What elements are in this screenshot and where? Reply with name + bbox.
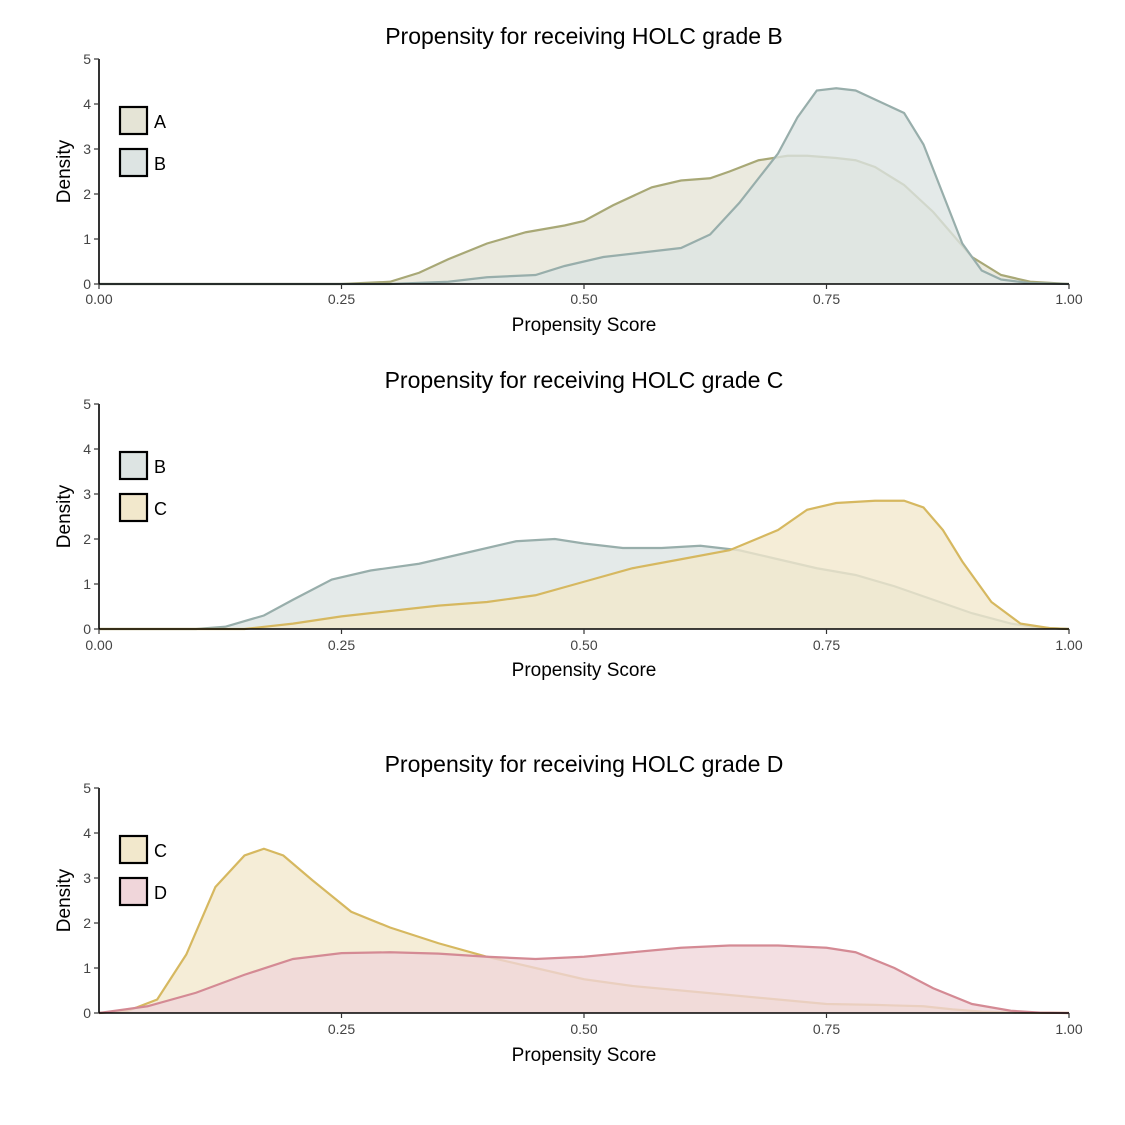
x-tick-label: 0.75 [813,637,840,653]
y-axis-label: Density [54,484,75,548]
y-tick-label: 5 [83,51,91,67]
y-tick-label: 0 [83,621,91,637]
x-tick-label: 1.00 [1055,291,1082,307]
density-line-b [99,87,1070,286]
legend-label-c: C [154,841,167,861]
y-tick-label: 4 [83,825,91,841]
y-tick-label: 4 [83,441,91,457]
legend-swatch-c [118,492,149,523]
legend-swatch-b [118,450,149,481]
x-tick-label: 0.75 [813,291,840,307]
y-tick-label: 3 [83,486,91,502]
x-tick-label: 1.00 [1055,637,1082,653]
x-tick-label: 0.50 [570,291,597,307]
x-axis-label: Propensity Score [512,660,657,681]
chart-title: Propensity for receiving HOLC grade C [385,367,784,393]
x-tick-label: 0.50 [570,637,597,653]
chart-panel-1: Propensity for receiving HOLC grade B 0 1 2… [54,23,1083,336]
x-axis-label: Propensity Score [512,1045,657,1066]
x-tick-label: 0.50 [570,1021,597,1037]
y-tick-label: 4 [83,96,91,112]
y-axis-label: Density [54,139,75,203]
legend-swatch-c [118,834,149,865]
density-area-c [99,500,1069,629]
legend-label-a: A [154,112,166,132]
x-tick-label: 0.75 [813,1021,840,1037]
y-tick-label: 1 [83,576,91,592]
legend-label-c: C [154,499,167,519]
y-tick-label: 3 [83,141,91,157]
y-tick-label: 1 [83,960,91,976]
y-tick-label: 1 [83,231,91,247]
y-tick-label: 5 [83,780,91,796]
y-tick-label: 0 [83,1005,91,1021]
density-area-d [99,945,1069,1013]
density-area-b [99,88,1069,284]
y-tick-label: 2 [83,915,91,931]
x-tick-label: 0.25 [328,1021,355,1037]
y-axis-label: Density [54,868,75,932]
legend-label-b: B [154,457,166,477]
y-tick-label: 3 [83,870,91,886]
x-axis-label: Propensity Score [512,315,657,336]
x-tick-label: 0.25 [328,291,355,307]
density-line-c [99,499,1070,631]
x-tick-label: 0.25 [328,637,355,653]
legend-label-b: B [154,154,166,174]
density-line-d [98,944,1070,1015]
legend-swatch-a [118,105,149,136]
x-tick-label: 1.00 [1055,1021,1082,1037]
x-tick-label: 0.00 [85,291,112,307]
legend-swatch-b [118,147,149,178]
y-tick-label: 2 [83,531,91,547]
chart-title: Propensity for receiving HOLC grade D [385,751,784,777]
legend-label-d: D [154,883,167,903]
y-tick-label: 0 [83,276,91,292]
legend-swatch-d [118,876,149,907]
y-tick-label: 2 [83,186,91,202]
chart-panel-2: Propensity for receiving HOLC grade C 0 1 2… [54,367,1083,681]
chart-panel-3: Propensity for receiving HOLC grade D 0 1 2… [54,751,1083,1066]
chart-title: Propensity for receiving HOLC grade B [385,23,783,49]
y-tick-label: 5 [83,396,91,412]
x-tick-label: 0.00 [85,637,112,653]
